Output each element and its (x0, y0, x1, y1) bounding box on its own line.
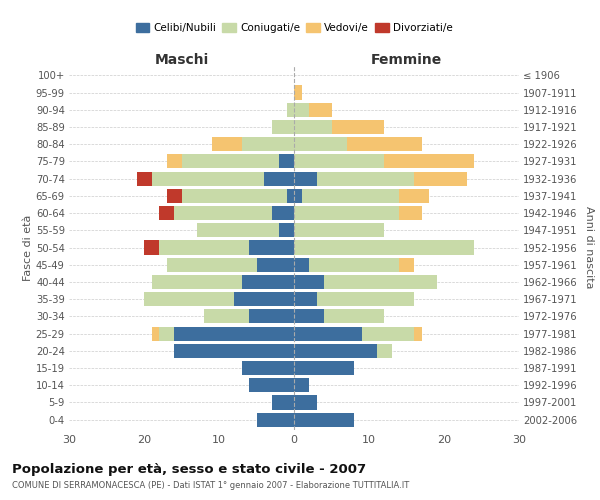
Bar (241, 361, 294, 375)
Bar (377, 344, 392, 358)
Bar (294, 223, 384, 238)
Bar (174, 206, 271, 220)
Bar (294, 396, 317, 409)
Bar (137, 172, 151, 185)
Bar (294, 292, 317, 306)
Bar (309, 258, 399, 272)
Bar (294, 172, 317, 185)
Bar (324, 275, 437, 289)
Bar (317, 292, 414, 306)
Bar (279, 154, 294, 168)
Bar (159, 326, 174, 340)
Bar (159, 206, 174, 220)
Bar (414, 326, 421, 340)
Bar (264, 172, 294, 185)
Bar (294, 240, 474, 254)
Text: Maschi: Maschi (154, 52, 209, 66)
Bar (271, 120, 294, 134)
Bar (144, 292, 234, 306)
Bar (151, 172, 264, 185)
Bar (167, 258, 257, 272)
Legend: Celibi/Nubili, Coniugati/e, Vedovi/e, Divorziati/e: Celibi/Nubili, Coniugati/e, Vedovi/e, Di… (131, 19, 457, 38)
Bar (294, 326, 361, 340)
Bar (361, 326, 414, 340)
Y-axis label: Anni di nascita: Anni di nascita (584, 206, 595, 289)
Bar (167, 154, 182, 168)
Bar (294, 154, 384, 168)
Bar (309, 102, 331, 117)
Bar (324, 310, 384, 324)
Bar (294, 206, 399, 220)
Bar (182, 189, 287, 203)
Bar (241, 275, 294, 289)
Bar (347, 137, 421, 152)
Text: COMUNE DI SERRAMONACESCA (PE) - Dati ISTAT 1° gennaio 2007 - Elaborazione TUTTIT: COMUNE DI SERRAMONACESCA (PE) - Dati IST… (12, 481, 409, 490)
Bar (159, 240, 249, 254)
Bar (167, 189, 182, 203)
Bar (294, 310, 324, 324)
Bar (271, 206, 294, 220)
Bar (294, 189, 302, 203)
Bar (241, 137, 294, 152)
Bar (294, 137, 347, 152)
Bar (331, 120, 384, 134)
Bar (279, 223, 294, 238)
Bar (182, 154, 279, 168)
Bar (257, 412, 294, 426)
Bar (294, 344, 377, 358)
Bar (174, 344, 294, 358)
Bar (144, 240, 159, 254)
Bar (294, 275, 324, 289)
Bar (212, 137, 241, 152)
Bar (294, 378, 309, 392)
Bar (287, 189, 294, 203)
Bar (151, 326, 159, 340)
Bar (294, 120, 331, 134)
Bar (294, 86, 302, 100)
Bar (399, 258, 414, 272)
Bar (151, 275, 241, 289)
Bar (414, 172, 467, 185)
Bar (204, 310, 249, 324)
Bar (294, 412, 354, 426)
Bar (384, 154, 474, 168)
Bar (271, 396, 294, 409)
Bar (174, 326, 294, 340)
Bar (249, 378, 294, 392)
Bar (399, 206, 421, 220)
Text: Femmine: Femmine (371, 52, 442, 66)
Bar (399, 189, 429, 203)
Bar (302, 189, 399, 203)
Bar (249, 240, 294, 254)
Bar (287, 102, 294, 117)
Y-axis label: Fasce di età: Fasce di età (23, 214, 33, 280)
Bar (294, 258, 309, 272)
Bar (317, 172, 414, 185)
Text: Popolazione per età, sesso e stato civile - 2007: Popolazione per età, sesso e stato civil… (12, 462, 366, 475)
Bar (234, 292, 294, 306)
Bar (197, 223, 279, 238)
Bar (257, 258, 294, 272)
Bar (294, 361, 354, 375)
Bar (249, 310, 294, 324)
Bar (294, 102, 309, 117)
